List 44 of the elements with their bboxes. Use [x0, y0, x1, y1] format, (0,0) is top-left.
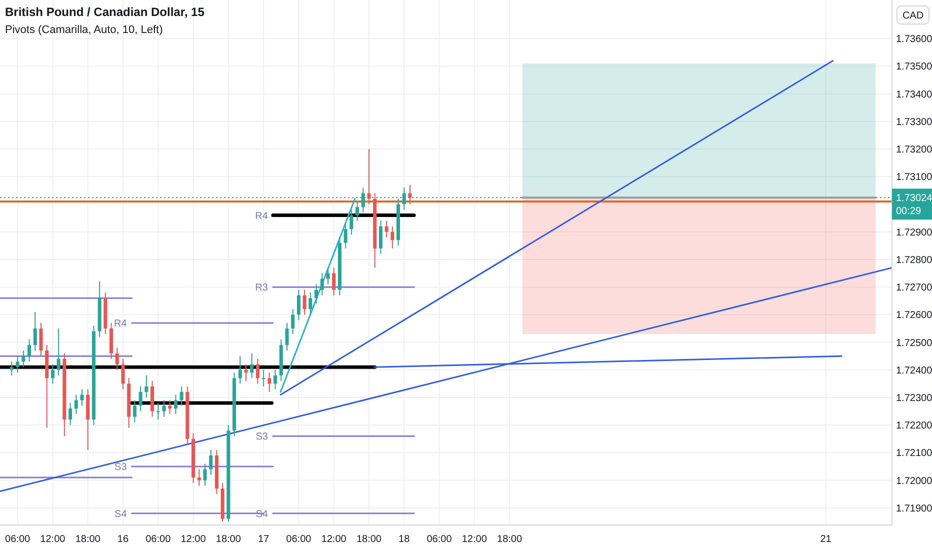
y-tick-label: 1.72900 — [896, 227, 932, 238]
annotation: S3 — [114, 462, 128, 473]
y-tick-label: 1.72700 — [896, 282, 932, 294]
x-tick-label: 18:00 — [356, 534, 382, 545]
annotation: S4 — [114, 508, 128, 520]
y-tick-label: 1.72200 — [896, 420, 932, 432]
annotation: R4 — [114, 318, 128, 330]
x-tick-label: 18:00 — [216, 534, 242, 545]
x-tick-label: 18:00 — [75, 534, 101, 545]
text: Pivots (Camarilla, Auto, 10, Left) — [5, 24, 163, 36]
x-tick-label: 06:00 — [146, 534, 172, 545]
x-tick-label: 16 — [117, 534, 129, 545]
x-tick-label: 06:00 — [5, 534, 31, 545]
y-tick-label: 1.72800 — [896, 254, 932, 266]
y-tick-label: 1.73100 — [896, 172, 932, 184]
x-tick-label: 12:00 — [462, 534, 488, 545]
annotation: R4 — [255, 210, 268, 222]
y-tick-label: 1.73300 — [896, 116, 932, 128]
x-tick-label: 21 — [820, 534, 832, 545]
y-tick-label: 1.73600 — [896, 34, 932, 46]
y-tick-label: 1.72400 — [896, 365, 932, 376]
x-tick-label: 18 — [398, 534, 410, 545]
y-tick-label: 1.72500 — [896, 338, 932, 349]
x-tick-label: 06:00 — [426, 534, 452, 545]
y-tick-label: 1.73500 — [896, 62, 932, 73]
y-axis-title: CAD — [902, 10, 924, 22]
annotation: S3 — [256, 432, 268, 443]
y-tick-label: 1.73200 — [896, 144, 932, 156]
x-tick-label: 12:00 — [321, 534, 347, 545]
chart-title: British Pound / Canadian Dollar, 15 — [5, 5, 205, 19]
text: 00:29 — [896, 206, 922, 218]
x-tick-label: 12:00 — [180, 534, 206, 545]
y-tick-label: 1.72600 — [896, 310, 932, 322]
x-tick-label: 12:00 — [40, 534, 66, 545]
x-tick-label: 18:00 — [497, 534, 522, 545]
y-tick-label: 1.73400 — [896, 89, 932, 100]
ref-line-label: 1.73024 — [896, 193, 932, 204]
x-tick-label: 06:00 — [286, 534, 312, 545]
y-tick-label: 1.72100 — [896, 448, 932, 460]
y-tick-label: 1.72000 — [896, 476, 932, 487]
y-tick-label: 1.71900 — [896, 503, 932, 514]
y-tick-label: 1.72300 — [896, 392, 932, 404]
x-tick-label: 17 — [258, 534, 270, 545]
annotation: R3 — [255, 282, 268, 294]
